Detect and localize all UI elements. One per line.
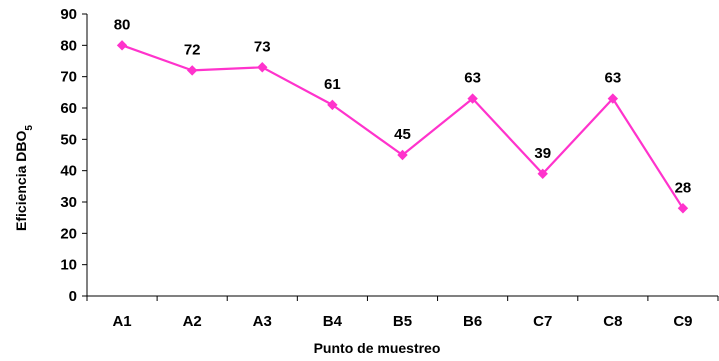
y-axis-ticks: 0 10 20 30 40 50 60 70 80 90 <box>60 6 87 305</box>
data-label: 28 <box>675 179 692 196</box>
data-label: 73 <box>254 38 271 55</box>
series-layer <box>116 40 689 214</box>
x-tick-label: C9 <box>673 313 692 330</box>
data-point-marker <box>327 99 338 111</box>
data-label: 45 <box>394 126 411 143</box>
data-label: 80 <box>114 16 131 33</box>
data-point-marker <box>186 65 198 76</box>
y-tick-label: 30 <box>60 194 77 211</box>
data-label: 63 <box>464 70 481 87</box>
x-tick-label: A2 <box>183 313 202 330</box>
y-tick-label: 20 <box>60 225 77 242</box>
y-tick-label: 40 <box>60 163 77 180</box>
x-axis-ticks: A1 A2 A3 B4 B5 B6 C7 C8 C9 <box>86 296 719 330</box>
data-label: 39 <box>534 145 551 162</box>
y-tick-label: 10 <box>60 257 77 274</box>
data-point-marker <box>257 62 268 73</box>
data-point-marker <box>677 203 689 214</box>
data-label: 61 <box>324 76 341 93</box>
data-point-marker <box>467 93 478 104</box>
axes <box>86 14 718 297</box>
y-tick-label: 0 <box>69 288 77 305</box>
x-tick-label: A1 <box>112 313 131 330</box>
data-point-marker <box>116 40 128 51</box>
y-tick-label: 70 <box>60 69 77 86</box>
x-tick-label: B5 <box>393 313 412 330</box>
y-axis-title-main: Eficiencia DBO <box>13 130 29 230</box>
y-axis-title: Eficiencia DBO5 <box>13 125 35 231</box>
y-axis-title-subscript: 5 <box>24 125 35 131</box>
data-point-marker <box>537 168 548 180</box>
x-tick-label: A3 <box>253 313 272 330</box>
x-tick-label: B4 <box>323 313 343 330</box>
data-label: 72 <box>184 41 201 58</box>
data-labels: 80 72 73 61 45 63 39 63 28 <box>114 16 692 196</box>
y-tick-label: 60 <box>60 100 77 117</box>
x-tick-label: B6 <box>463 313 482 330</box>
y-tick-label: 90 <box>60 6 77 23</box>
y-tick-label: 80 <box>60 37 77 54</box>
data-label: 63 <box>604 70 621 87</box>
x-tick-label: C8 <box>603 313 622 330</box>
x-axis-title: Punto de muestreo <box>314 340 441 356</box>
x-tick-label: C7 <box>533 313 552 330</box>
y-tick-label: 50 <box>60 131 77 148</box>
data-point-marker <box>607 93 619 104</box>
data-point-marker <box>397 149 408 161</box>
